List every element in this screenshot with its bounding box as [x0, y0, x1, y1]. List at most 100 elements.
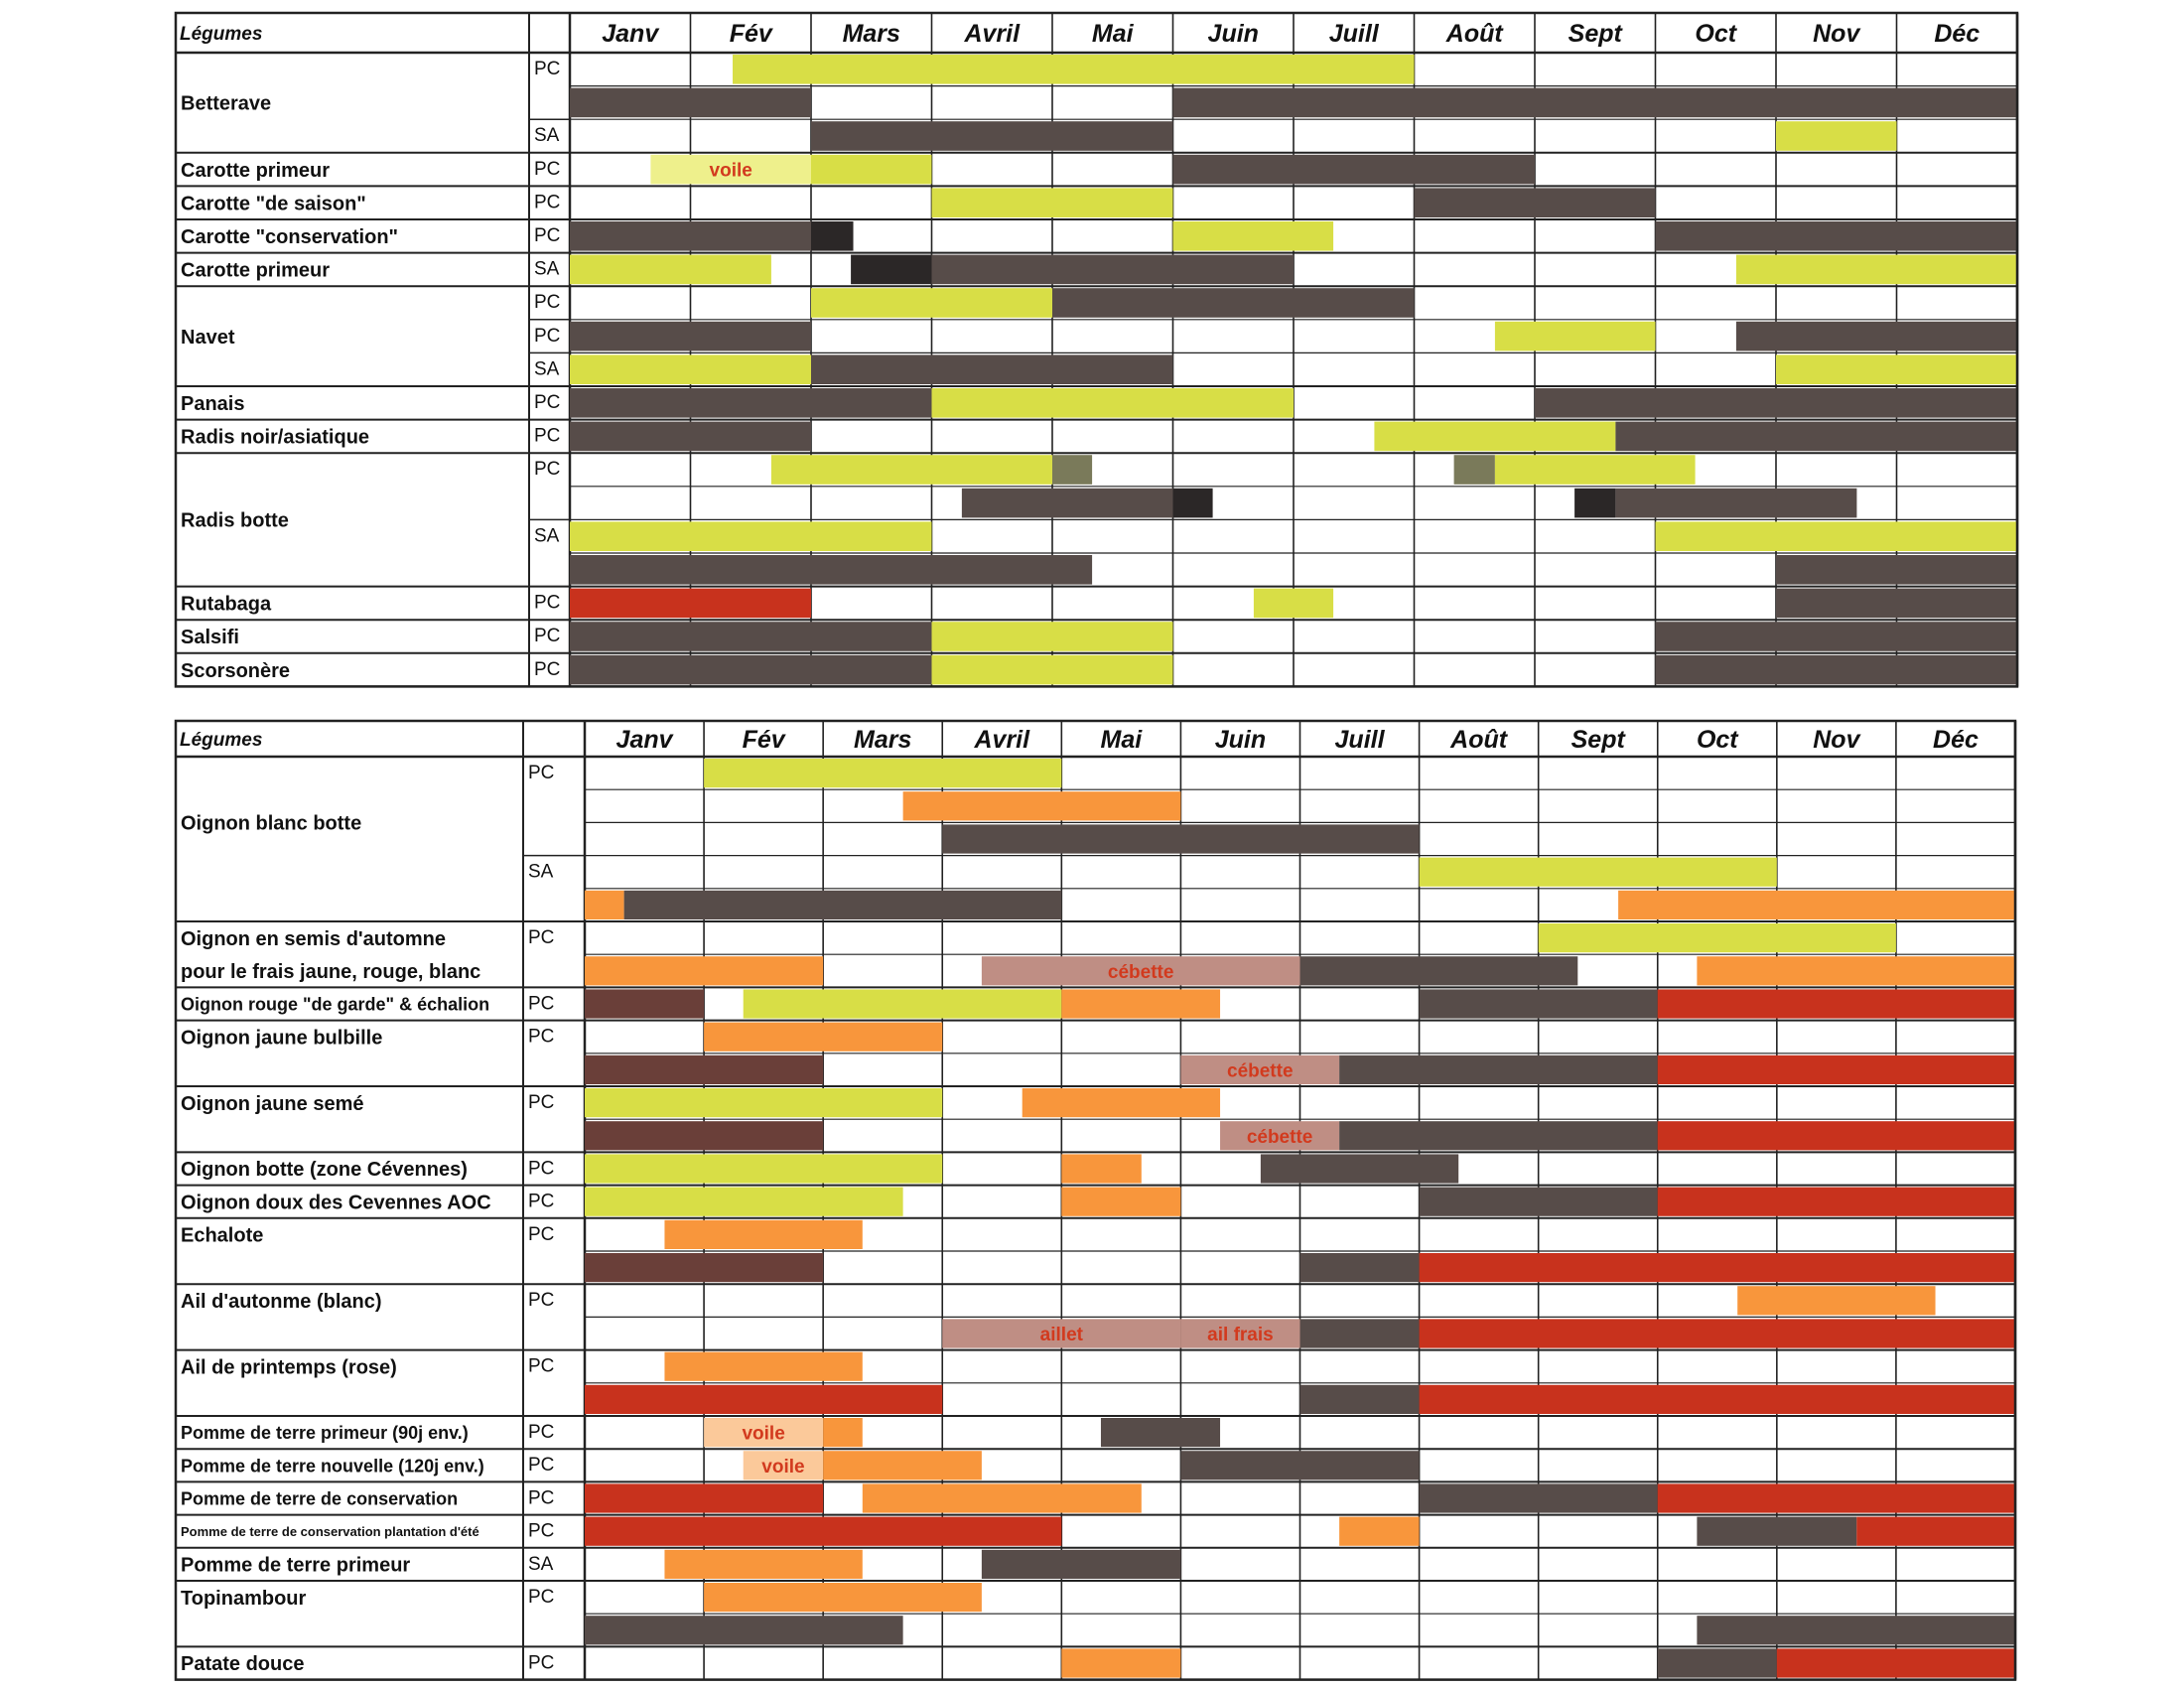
period-bar	[811, 221, 854, 251]
month-header: Oct	[1695, 20, 1737, 48]
period-bar	[1419, 857, 1777, 887]
header-legumes: Légumes	[180, 730, 262, 751]
type-label: PC	[528, 1192, 554, 1212]
period-bar	[570, 622, 932, 651]
period-bar	[570, 354, 811, 384]
vegetable-label: Pomme de terre primeur	[181, 1555, 410, 1577]
period-bar	[1022, 1088, 1221, 1118]
vegetable-label: Oignon botte (zone Cévennes)	[181, 1159, 468, 1181]
period-bar	[585, 1154, 943, 1184]
period-bar	[1856, 1516, 2015, 1546]
period-bar	[664, 1351, 863, 1381]
type-label: PC	[528, 927, 554, 948]
period-bar	[1299, 956, 1578, 986]
period-bar	[1339, 1055, 1658, 1084]
period-bar	[1776, 1648, 2015, 1678]
period-bar	[1538, 923, 1896, 953]
period-bar	[585, 1187, 903, 1216]
period-bar	[1655, 221, 2017, 251]
period-bar	[902, 791, 1181, 821]
period-bar	[1061, 1187, 1181, 1216]
bar-label: cébette	[1227, 1060, 1294, 1081]
period-bar	[1419, 989, 1658, 1019]
month-header: Nov	[1813, 20, 1861, 48]
period-bar	[1697, 1616, 2015, 1645]
type-label: PC	[534, 392, 560, 413]
type-label: PC	[528, 993, 554, 1014]
month-header: Janv	[616, 726, 675, 754]
period-bar	[1052, 455, 1093, 485]
period-bar	[851, 254, 932, 285]
period-bar	[1220, 1121, 1340, 1151]
period-bar	[1180, 1319, 1300, 1348]
period-bar	[1615, 421, 2017, 452]
bar-label: voile	[710, 161, 752, 182]
type-label: PC	[534, 659, 560, 680]
period-bar	[1299, 1319, 1420, 1348]
vegetable-label: Patate douce	[181, 1653, 304, 1675]
vegetable-label: Oignon jaune bulbille	[181, 1027, 382, 1049]
month-header: Déc	[1934, 20, 1979, 48]
period-bar	[1419, 1384, 2015, 1414]
period-bar	[1494, 321, 1656, 352]
period-bar	[1657, 1055, 2015, 1084]
type-label: PC	[534, 426, 560, 447]
type-label: SA	[528, 862, 554, 883]
period-bar	[1776, 354, 2017, 384]
type-label: PC	[534, 593, 560, 614]
type-label: PC	[534, 225, 560, 246]
type-label: PC	[534, 159, 560, 180]
vegetable-label: Radis botte	[181, 510, 289, 532]
period-bar	[1061, 1154, 1142, 1184]
period-bar	[981, 956, 1300, 986]
period-bar	[570, 321, 811, 352]
period-bar	[650, 154, 811, 185]
period-bar	[1172, 221, 1334, 251]
month-header: Mars	[854, 726, 911, 754]
vegetable-label: Pomme de terre de conservation plantatio…	[181, 1524, 479, 1539]
period-bar	[931, 622, 1173, 651]
type-label: PC	[528, 1487, 554, 1508]
vegetable-label: Oignon jaune semé	[181, 1093, 363, 1115]
period-bar	[585, 890, 624, 919]
vegetable-label-line2: pour le frais jaune, rouge, blanc	[181, 961, 480, 983]
type-label: PC	[528, 1422, 554, 1443]
type-label: PC	[528, 1027, 554, 1048]
type-label: PC	[528, 1158, 554, 1179]
period-bar	[585, 1121, 824, 1151]
period-bar	[1299, 1253, 1420, 1283]
period-bar	[931, 654, 1173, 685]
period-bar	[823, 1451, 982, 1480]
type-label: PC	[534, 292, 560, 313]
period-bar	[1776, 555, 2017, 585]
month-header: Août	[1445, 20, 1505, 48]
period-bar	[585, 1384, 943, 1414]
vegetable-label: Salsifi	[181, 627, 239, 648]
period-bar	[570, 254, 771, 285]
vegetable-label: Carotte primeur	[181, 160, 330, 182]
table-border	[174, 719, 2017, 1681]
bar-label: cébette	[1247, 1127, 1313, 1148]
period-bar	[704, 759, 1062, 788]
vegetable-label: Scorsonère	[181, 660, 290, 682]
type-label: PC	[528, 1356, 554, 1377]
period-bar	[1419, 1187, 1658, 1216]
type-label: PC	[528, 763, 554, 783]
vegetable-label: Echalote	[181, 1225, 263, 1247]
period-bar	[704, 1022, 943, 1052]
period-bar	[585, 1516, 1062, 1546]
period-bar	[961, 488, 1173, 518]
period-bar	[1657, 1483, 2015, 1513]
vegetable-label: Panais	[181, 393, 244, 415]
table-border	[174, 11, 2019, 688]
period-bar	[585, 1483, 824, 1513]
period-bar	[1657, 1121, 2015, 1151]
type-label: SA	[534, 259, 560, 280]
month-header: Mai	[1101, 726, 1144, 754]
type-label: SA	[534, 358, 560, 379]
vegetable-label: Carotte primeur	[181, 260, 330, 282]
period-bar	[862, 1483, 1142, 1513]
period-bar	[1374, 421, 1616, 452]
month-header: Mai	[1092, 20, 1135, 48]
month-header: Déc	[1933, 726, 1979, 754]
